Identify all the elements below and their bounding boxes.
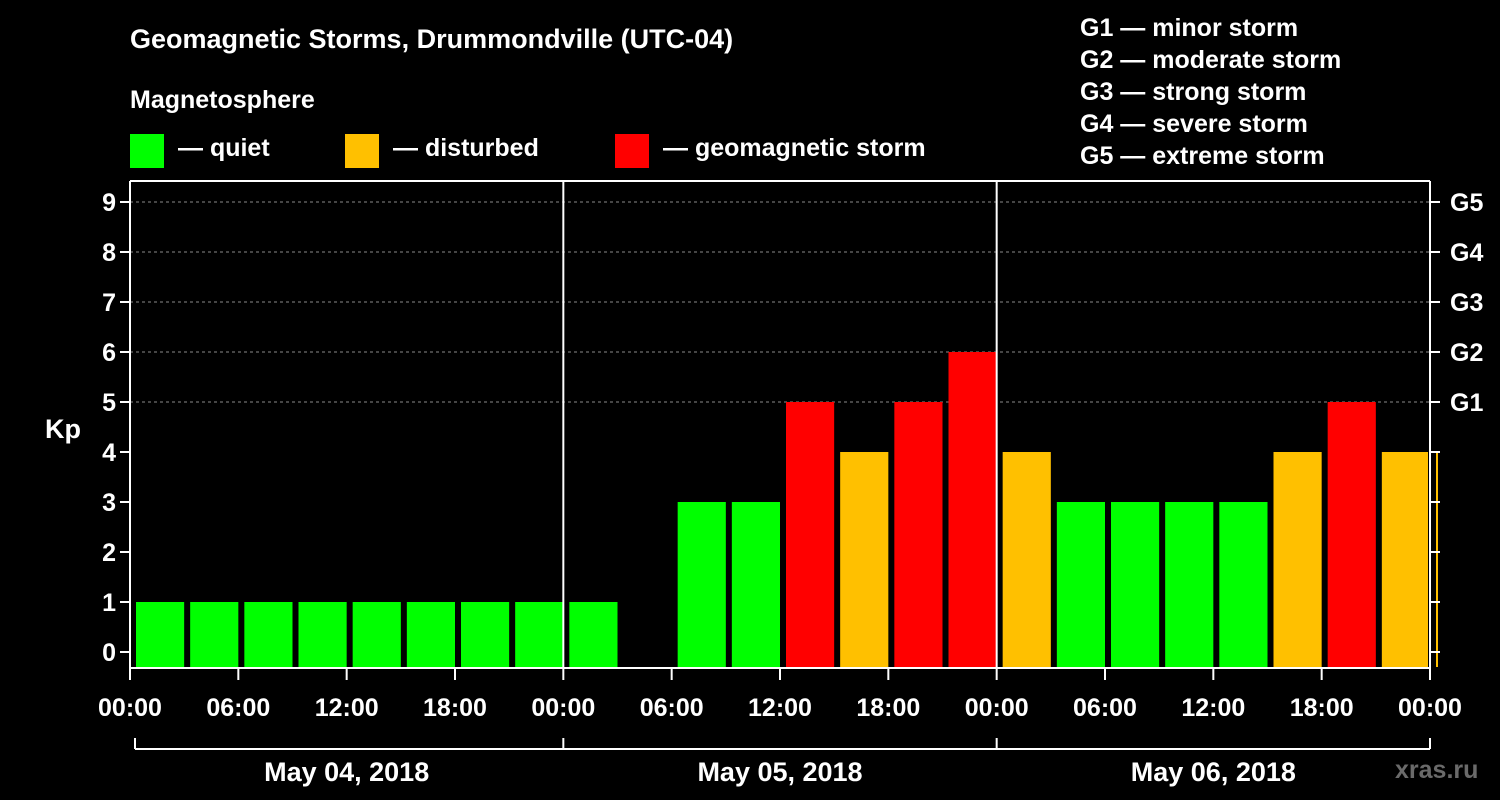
legend-quiet-label: — quiet	[178, 134, 270, 162]
storm-swatch	[615, 134, 649, 168]
kp-bar-13	[894, 402, 943, 667]
xtick-label-0: 00:00	[98, 694, 162, 722]
kp-bar-6	[461, 602, 510, 667]
day-label-1: May 05, 2018	[697, 757, 862, 787]
storm-scale-g4: G4 — severe storm	[1080, 110, 1308, 138]
ytick-label-4: 4	[102, 439, 116, 467]
xtick-label-1: 06:00	[206, 694, 270, 722]
kp-bar-0	[136, 602, 185, 667]
kp-bar-11	[786, 402, 835, 667]
xtick-label-5: 06:00	[640, 694, 704, 722]
ytick-label-2: 2	[102, 539, 116, 567]
kp-bar-3	[298, 602, 347, 667]
right-label-G5: G5	[1450, 189, 1483, 217]
kp-bar-23	[1436, 452, 1438, 667]
disturbed-swatch	[345, 134, 379, 168]
kp-bar-8	[569, 602, 618, 667]
watermark: xras.ru	[1395, 756, 1479, 784]
xtick-label-12: 00:00	[1398, 694, 1462, 722]
storm-scale-g5: G5 — extreme storm	[1080, 142, 1325, 170]
kp-bar-7	[515, 602, 564, 667]
kp-bar-17	[1111, 502, 1160, 667]
kp-bar-18	[1165, 502, 1214, 667]
storm-scale-g1: G1 — minor storm	[1080, 14, 1299, 42]
storm-scale-g2: G2 — moderate storm	[1080, 46, 1342, 74]
ytick-label-1: 1	[102, 589, 116, 617]
magnetosphere-heading: Magnetosphere	[130, 86, 315, 114]
ylabel: Kp	[45, 414, 81, 444]
ytick-label-0: 0	[102, 639, 116, 667]
kp-bar-4	[352, 602, 401, 667]
kp-bar-12	[840, 452, 889, 667]
ytick-label-7: 7	[102, 289, 116, 317]
xtick-label-6: 12:00	[748, 694, 812, 722]
xtick-label-4: 00:00	[531, 694, 595, 722]
quiet-swatch	[130, 134, 164, 168]
kp-bar-20	[1273, 452, 1322, 667]
right-label-G1: G1	[1450, 389, 1483, 417]
kp-bar-19	[1219, 502, 1268, 667]
kp-bar-15	[1002, 452, 1051, 667]
ytick-label-3: 3	[102, 489, 116, 517]
kp-bar-5	[406, 602, 455, 667]
ytick-label-5: 5	[102, 389, 116, 417]
right-label-G3: G3	[1450, 289, 1483, 317]
legend-disturbed-label: — disturbed	[393, 134, 539, 162]
xtick-label-2: 12:00	[315, 694, 379, 722]
xtick-label-3: 18:00	[423, 694, 487, 722]
kp-bar-21	[1327, 402, 1376, 667]
xtick-label-10: 12:00	[1181, 694, 1245, 722]
day-label-2: May 06, 2018	[1131, 757, 1296, 787]
kp-bar-2	[244, 602, 293, 667]
ytick-label-6: 6	[102, 339, 116, 367]
right-label-G4: G4	[1450, 239, 1483, 267]
storm-scale-g3: G3 — strong storm	[1080, 78, 1307, 106]
kp-bar-16	[1056, 502, 1105, 667]
ytick-label-9: 9	[102, 189, 116, 217]
legend-storm-label: — geomagnetic storm	[663, 134, 926, 162]
kp-bar-14	[948, 352, 997, 667]
right-label-G2: G2	[1450, 339, 1483, 367]
xtick-label-7: 18:00	[856, 694, 920, 722]
day-label-0: May 04, 2018	[264, 757, 429, 787]
ytick-label-8: 8	[102, 239, 116, 267]
kp-bar-1	[190, 602, 239, 667]
chart-title: Geomagnetic Storms, Drummondville (UTC-0…	[130, 24, 734, 54]
xtick-label-8: 00:00	[965, 694, 1029, 722]
kp-bar-10	[731, 502, 780, 667]
xtick-label-9: 06:00	[1073, 694, 1137, 722]
kp-bar-22	[1381, 452, 1428, 667]
kp-bar-9	[677, 502, 726, 667]
xtick-label-11: 18:00	[1290, 694, 1354, 722]
